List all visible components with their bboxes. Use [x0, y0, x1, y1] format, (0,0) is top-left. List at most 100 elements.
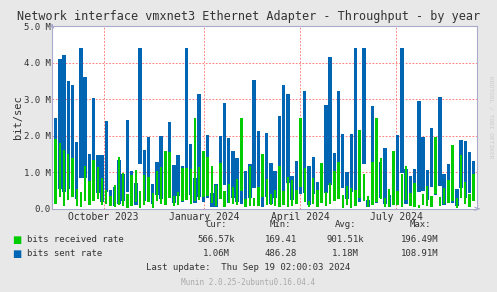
Bar [147, 177, 150, 202]
Bar [109, 190, 112, 206]
Bar [83, 77, 87, 178]
Bar [253, 198, 255, 206]
Bar [240, 187, 243, 204]
Bar [219, 163, 222, 199]
Bar [59, 143, 61, 197]
Bar [472, 161, 476, 198]
Text: bits sent rate: bits sent rate [27, 249, 102, 258]
Text: Min:: Min: [270, 220, 292, 229]
Bar [96, 166, 99, 199]
Bar [126, 120, 129, 192]
Bar [101, 178, 103, 205]
Bar [366, 199, 370, 207]
Text: bits received rate: bits received rate [27, 235, 124, 244]
Bar [379, 162, 383, 198]
Bar [434, 138, 437, 194]
Bar [84, 166, 86, 201]
Bar [384, 198, 386, 207]
Bar [345, 172, 349, 199]
Bar [185, 168, 188, 200]
Text: 566.57k: 566.57k [197, 235, 235, 244]
Bar [76, 189, 78, 206]
Bar [88, 181, 90, 205]
Bar [155, 162, 159, 195]
Text: Last update:  Thu Sep 19 02:00:03 2024: Last update: Thu Sep 19 02:00:03 2024 [147, 263, 350, 272]
Bar [333, 171, 335, 201]
Bar [473, 174, 475, 201]
Bar [113, 187, 116, 206]
Bar [152, 194, 154, 208]
Bar [397, 191, 399, 205]
Bar [282, 191, 285, 205]
Bar [185, 48, 188, 173]
Bar [87, 154, 91, 200]
Bar [451, 166, 454, 203]
Bar [67, 81, 70, 189]
Bar [228, 184, 230, 203]
Bar [375, 118, 378, 201]
Bar [223, 191, 226, 207]
Bar [143, 175, 146, 205]
Bar [414, 183, 416, 207]
Bar [130, 175, 133, 206]
Bar [164, 179, 167, 202]
Bar [256, 131, 260, 187]
Bar [211, 166, 213, 203]
Bar [54, 118, 57, 193]
Bar [425, 170, 429, 200]
Bar [236, 179, 239, 205]
Bar [181, 168, 183, 201]
Bar [447, 164, 450, 201]
Bar [358, 130, 361, 198]
Bar [329, 183, 331, 204]
Bar [189, 168, 192, 204]
Bar [198, 167, 200, 201]
Bar [320, 183, 324, 203]
Bar [134, 183, 138, 205]
Bar [79, 48, 83, 178]
Bar [206, 157, 209, 196]
Text: 1.06M: 1.06M [203, 249, 230, 258]
Bar [299, 134, 302, 194]
Bar [332, 153, 336, 195]
Bar [383, 148, 387, 204]
Bar [109, 196, 112, 206]
Bar [278, 166, 281, 206]
Bar [58, 59, 62, 190]
Bar [172, 165, 175, 203]
Bar [105, 190, 107, 204]
Bar [104, 121, 108, 192]
Bar [100, 155, 104, 201]
Text: 486.28: 486.28 [265, 249, 297, 258]
Bar [168, 152, 171, 198]
Text: Cur:: Cur: [205, 220, 227, 229]
Bar [282, 85, 285, 192]
Bar [54, 140, 57, 204]
Bar [409, 193, 412, 206]
Bar [456, 197, 458, 208]
Bar [71, 85, 74, 173]
Bar [358, 152, 361, 202]
Bar [151, 184, 155, 204]
Bar [396, 135, 400, 192]
Bar [113, 185, 116, 207]
Bar [295, 190, 298, 204]
Bar [147, 137, 150, 201]
Bar [135, 170, 137, 201]
Bar [210, 193, 214, 207]
Bar [354, 48, 357, 193]
Bar [261, 154, 264, 197]
Bar [442, 174, 446, 205]
Bar [417, 101, 420, 192]
Bar [388, 194, 391, 207]
Bar [67, 154, 70, 200]
Bar [215, 185, 217, 206]
Bar [80, 192, 82, 207]
Bar [303, 91, 307, 193]
Bar [341, 195, 344, 208]
Bar [164, 151, 166, 204]
Bar [219, 136, 222, 194]
Text: Munin 2.0.25-2ubuntu0.16.04.4: Munin 2.0.25-2ubuntu0.16.04.4 [181, 278, 316, 287]
Text: RRDTOOL / TOBI OETIKER: RRDTOOL / TOBI OETIKER [489, 76, 494, 158]
Bar [346, 186, 348, 206]
